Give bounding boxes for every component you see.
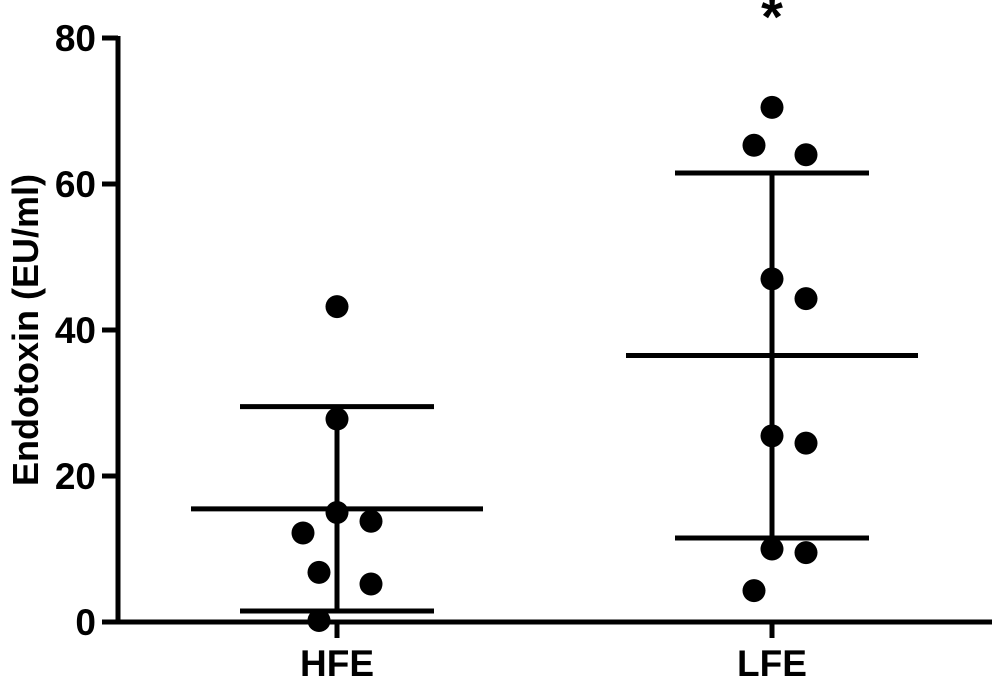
y-tick-label: 20 bbox=[55, 456, 96, 497]
data-point bbox=[760, 95, 784, 119]
data-point bbox=[307, 560, 331, 584]
data-point bbox=[760, 537, 784, 561]
y-tick-label: 0 bbox=[75, 602, 96, 643]
y-tick-label: 80 bbox=[55, 18, 96, 59]
data-point bbox=[307, 609, 331, 633]
y-tick-label: 60 bbox=[55, 164, 96, 205]
data-groups: HFE LFE * bbox=[191, 0, 918, 684]
data-point bbox=[359, 572, 383, 596]
y-ticks: 0 20 40 60 80 bbox=[55, 18, 118, 643]
x-tick-label: LFE bbox=[737, 643, 807, 684]
data-point bbox=[794, 143, 818, 167]
data-point bbox=[794, 287, 818, 311]
data-point bbox=[760, 267, 784, 291]
data-point bbox=[742, 133, 766, 157]
group-lfe: LFE * bbox=[626, 0, 918, 684]
data-point bbox=[794, 541, 818, 565]
data-point bbox=[359, 509, 383, 533]
data-point bbox=[794, 431, 818, 455]
significance-annotation: * bbox=[761, 0, 783, 48]
group-hfe: HFE bbox=[191, 295, 483, 684]
x-tick-label: HFE bbox=[300, 643, 374, 684]
data-point bbox=[325, 407, 349, 431]
data-point bbox=[325, 501, 349, 524]
data-point bbox=[325, 295, 349, 319]
y-axis-label: Endotoxin (EU/ml) bbox=[5, 174, 46, 486]
data-point bbox=[760, 424, 784, 448]
data-point bbox=[742, 579, 766, 603]
y-tick-label: 40 bbox=[55, 310, 96, 351]
data-point bbox=[291, 521, 315, 545]
